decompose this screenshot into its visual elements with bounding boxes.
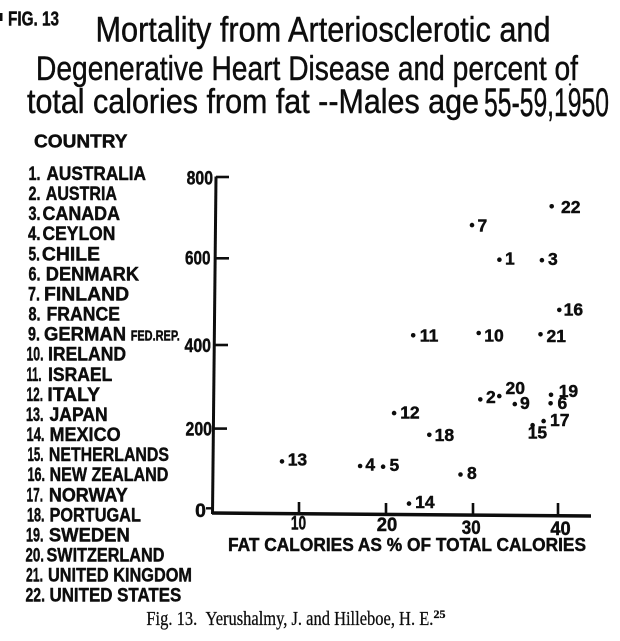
svg-text:30: 30 xyxy=(462,518,481,539)
svg-text:IRELAND: IRELAND xyxy=(48,345,126,366)
svg-text:19: 19 xyxy=(559,381,579,401)
svg-text:Fig. 13. Yerushalmy, J. and H: Fig. 13. Yerushalmy, J. and Hilleboe, H.… xyxy=(146,608,433,630)
svg-text:UNITED STATES: UNITED STATES xyxy=(50,586,182,607)
svg-text:12: 12 xyxy=(400,403,420,423)
svg-text:total calories from fat --Male: total calories from fat --Males age xyxy=(27,83,479,121)
svg-text:8.: 8. xyxy=(29,305,41,326)
svg-text:15.: 15. xyxy=(28,445,44,466)
svg-text:11.: 11. xyxy=(27,365,42,386)
svg-text:55-59,1950: 55-59,1950 xyxy=(484,81,609,125)
svg-text:3.: 3. xyxy=(29,204,41,225)
svg-text:9: 9 xyxy=(520,393,530,413)
svg-text:22.: 22. xyxy=(26,586,46,607)
svg-text:6.: 6. xyxy=(29,264,41,285)
svg-text:1: 1 xyxy=(505,249,515,269)
svg-text:10: 10 xyxy=(291,514,306,535)
svg-text:40: 40 xyxy=(550,519,570,540)
svg-text:800: 800 xyxy=(187,169,213,190)
svg-text:8: 8 xyxy=(467,463,477,483)
svg-text:PORTUGAL: PORTUGAL xyxy=(50,505,142,526)
svg-text:DENMARK: DENMARK xyxy=(46,264,139,285)
svg-text:15: 15 xyxy=(528,423,548,443)
svg-text:Degenerative Heart Disease and: Degenerative Heart Disease and percent o… xyxy=(36,50,578,88)
svg-text:2.: 2. xyxy=(29,184,41,205)
svg-text:0: 0 xyxy=(195,501,206,522)
svg-text:7: 7 xyxy=(478,216,488,236)
svg-text:18.: 18. xyxy=(27,505,45,526)
svg-text:7.: 7. xyxy=(28,284,40,305)
svg-text:5.: 5. xyxy=(29,244,41,265)
svg-text:17: 17 xyxy=(550,410,569,430)
svg-text:16.: 16. xyxy=(28,465,46,486)
svg-text:2: 2 xyxy=(486,387,496,407)
svg-text:13.: 13. xyxy=(26,405,44,426)
svg-text:MEXICO: MEXICO xyxy=(50,425,121,446)
svg-text:21: 21 xyxy=(547,326,567,346)
svg-text:20: 20 xyxy=(506,378,526,398)
svg-text:ITALY: ITALY xyxy=(47,385,100,406)
svg-text:COUNTRY: COUNTRY xyxy=(34,132,127,152)
svg-text:CEYLON: CEYLON xyxy=(43,224,116,245)
svg-text:5: 5 xyxy=(390,455,400,475)
svg-text:25: 25 xyxy=(434,607,446,621)
svg-text:SWITZERLAND: SWITZERLAND xyxy=(47,546,165,567)
svg-text:13: 13 xyxy=(288,450,308,470)
svg-text:18: 18 xyxy=(435,425,455,445)
svg-text:200: 200 xyxy=(186,419,213,440)
svg-text:4.: 4. xyxy=(28,224,41,245)
svg-text:11: 11 xyxy=(420,325,439,345)
svg-text:14.: 14. xyxy=(27,425,45,446)
svg-text:3: 3 xyxy=(548,249,558,269)
svg-text:NEW ZEALAND: NEW ZEALAND xyxy=(50,465,169,486)
svg-text:21.: 21. xyxy=(26,566,43,587)
svg-text:20.: 20. xyxy=(26,546,45,567)
svg-text:CHILE: CHILE xyxy=(42,244,100,265)
svg-text:4: 4 xyxy=(365,454,375,474)
svg-text:Mortality from Arterioscleroti: Mortality from Arteriosclerotic and xyxy=(96,11,551,50)
svg-text:19.: 19. xyxy=(26,526,44,547)
svg-text:FIG. 13: FIG. 13 xyxy=(8,8,59,31)
svg-text:6: 6 xyxy=(558,393,568,413)
svg-text:NORWAY: NORWAY xyxy=(49,485,128,506)
svg-text:FAT CALORIES AS % OF TOTAL CAL: FAT CALORIES AS % OF TOTAL CALORIES xyxy=(228,535,586,555)
svg-text:14: 14 xyxy=(415,492,435,512)
svg-text:16: 16 xyxy=(564,300,584,320)
svg-text:600: 600 xyxy=(185,248,211,269)
svg-text:12.: 12. xyxy=(27,385,44,406)
svg-text:GERMAN: GERMAN xyxy=(44,325,126,346)
svg-text:17.: 17. xyxy=(27,485,44,506)
svg-text:9.: 9. xyxy=(28,325,40,346)
svg-text:400: 400 xyxy=(185,336,212,357)
svg-text:UNITED KINGDOM: UNITED KINGDOM xyxy=(48,566,192,587)
svg-text:1.: 1. xyxy=(29,164,41,185)
svg-text:FRANCE: FRANCE xyxy=(47,305,121,326)
svg-text:22: 22 xyxy=(561,197,581,217)
svg-text:10.: 10. xyxy=(27,345,44,366)
svg-text:AUSTRIA: AUSTRIA xyxy=(46,184,117,205)
svg-text:FED.REP.: FED.REP. xyxy=(131,329,180,345)
svg-text:ISRAEL: ISRAEL xyxy=(48,365,113,386)
svg-text:FINLAND: FINLAND xyxy=(44,284,129,305)
svg-text:CANADA: CANADA xyxy=(43,204,121,225)
svg-text:20: 20 xyxy=(377,515,398,536)
svg-text:AUSTRALIA: AUSTRALIA xyxy=(47,164,147,185)
svg-text:JAPAN: JAPAN xyxy=(50,405,108,426)
svg-text:SWEDEN: SWEDEN xyxy=(49,526,130,547)
svg-text:NETHERLANDS: NETHERLANDS xyxy=(49,445,169,466)
svg-text:10: 10 xyxy=(484,325,504,345)
